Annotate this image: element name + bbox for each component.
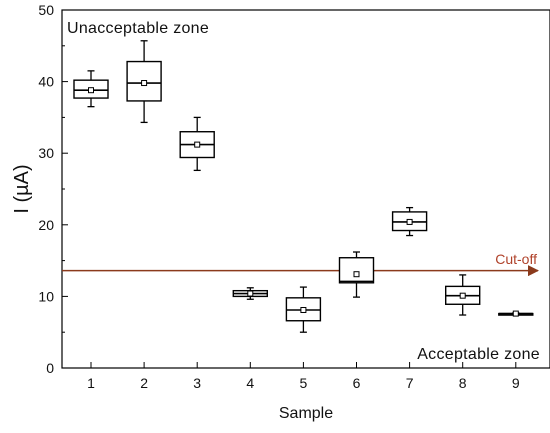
y-tick-label: 40 xyxy=(38,74,54,90)
box-sample-9 xyxy=(498,310,534,317)
y-tick-label: 0 xyxy=(46,360,54,376)
y-tick-label: 20 xyxy=(38,217,54,233)
box-sample-2 xyxy=(126,40,162,124)
x-tick-label: 4 xyxy=(246,375,254,391)
x-tick-label: 9 xyxy=(512,375,520,391)
box-mean-marker xyxy=(300,307,307,314)
box-mean-marker xyxy=(406,218,413,225)
box-sample-1 xyxy=(73,70,109,108)
annotation-acceptable-zone: Acceptable zone xyxy=(417,346,540,363)
box-sample-7 xyxy=(391,206,428,237)
x-tick-label: 3 xyxy=(193,375,201,391)
x-tick-label: 8 xyxy=(459,375,467,391)
x-tick-label: 5 xyxy=(300,375,308,391)
box-mean-marker xyxy=(247,290,254,297)
x-tick-label: 6 xyxy=(353,375,361,391)
x-tick-label: 1 xyxy=(87,375,95,391)
box-sample-6 xyxy=(338,251,375,298)
box-sample-5 xyxy=(285,286,322,333)
box-sample-8 xyxy=(445,274,481,316)
x-tick-label: 2 xyxy=(140,375,148,391)
x-tick-label: 7 xyxy=(406,375,414,391)
box-iqr xyxy=(338,257,375,284)
box-mean-marker xyxy=(512,310,519,317)
x-axis: 1 2 3 4 5 6 7 8 9 xyxy=(87,362,520,391)
y-axis: 0 10 20 30 40 50 xyxy=(38,2,68,376)
box-mean-marker xyxy=(88,87,94,94)
annotation-unacceptable-zone: Unacceptable zone xyxy=(67,20,209,37)
x-axis-label: Sample xyxy=(279,405,333,422)
cutoff-label: Cut-off xyxy=(495,251,537,267)
box-sample-4 xyxy=(232,287,269,300)
box-mean-marker xyxy=(194,141,201,148)
box-mean-marker xyxy=(141,80,148,87)
box-mean-marker xyxy=(459,292,466,299)
box-mean-marker xyxy=(353,271,360,278)
boxes-layer xyxy=(73,40,534,333)
y-tick-label: 10 xyxy=(38,288,54,304)
y-tick-label: 50 xyxy=(38,2,54,18)
y-axis-label: I (µA) xyxy=(11,164,33,213)
y-tick-label: 30 xyxy=(38,145,54,161)
box-sample-3 xyxy=(179,116,215,172)
